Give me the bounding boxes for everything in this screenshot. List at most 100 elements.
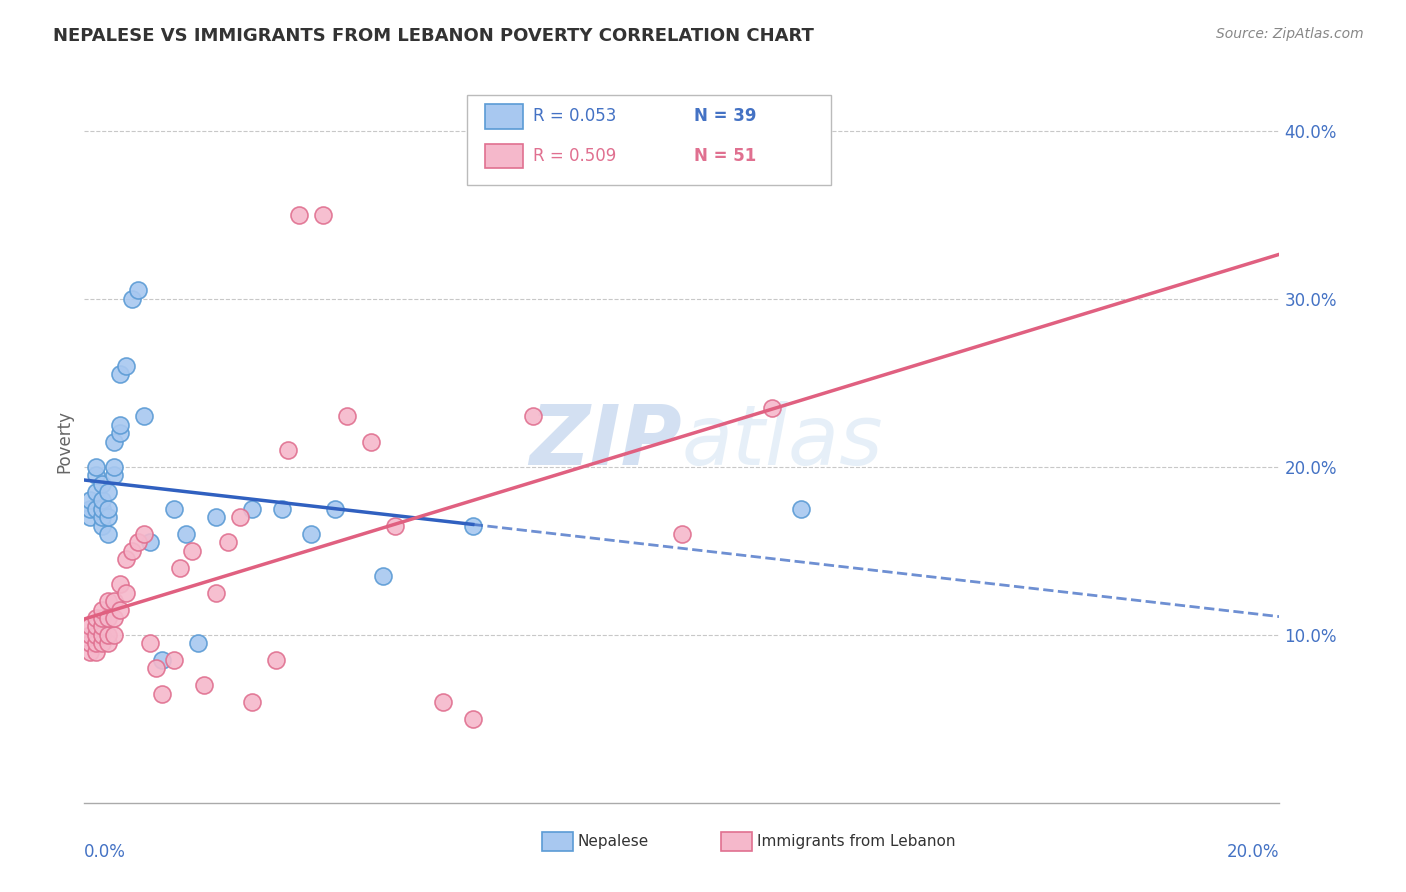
Point [277, 442, 299, 457]
Point [91, 510, 114, 524]
Point [461, 518, 484, 533]
Point [86, 628, 108, 642]
Point [91, 518, 114, 533]
Point [86, 468, 108, 483]
Point [86, 485, 108, 500]
Point [91, 501, 114, 516]
Point [91, 476, 114, 491]
Point [91, 619, 114, 633]
Point [139, 636, 162, 650]
Point [205, 510, 228, 524]
Text: 0.0%: 0.0% [84, 843, 127, 861]
FancyBboxPatch shape [721, 832, 752, 851]
Point [163, 501, 186, 516]
Point [288, 208, 311, 222]
Point [79, 628, 101, 642]
Point [270, 501, 292, 516]
Point [373, 569, 395, 583]
Text: N = 51: N = 51 [695, 147, 756, 165]
Point [103, 459, 125, 474]
Point [121, 543, 143, 558]
Point [103, 594, 125, 608]
Point [360, 434, 382, 449]
Point [121, 292, 143, 306]
Point [97, 485, 120, 500]
Point [79, 636, 101, 650]
Point [169, 560, 191, 574]
Point [79, 619, 101, 633]
Point [150, 653, 173, 667]
Point [91, 611, 114, 625]
Text: Nepalese: Nepalese [578, 834, 650, 849]
FancyBboxPatch shape [467, 95, 831, 185]
Point [79, 510, 101, 524]
Point [145, 661, 167, 675]
Point [86, 459, 108, 474]
Point [384, 518, 406, 533]
Point [115, 552, 138, 566]
Point [181, 543, 204, 558]
Text: 20.0%: 20.0% [1227, 843, 1279, 861]
Point [193, 678, 215, 692]
Text: N = 39: N = 39 [695, 107, 756, 126]
Point [103, 434, 125, 449]
Y-axis label: Poverty: Poverty [55, 410, 73, 473]
Point [97, 510, 120, 524]
Point [336, 409, 359, 424]
Point [97, 636, 120, 650]
Point [91, 493, 114, 508]
Point [228, 510, 252, 524]
Text: Source: ZipAtlas.com: Source: ZipAtlas.com [1216, 27, 1364, 41]
Point [86, 619, 108, 633]
Text: R = 0.053: R = 0.053 [533, 107, 616, 126]
Point [97, 594, 120, 608]
Point [240, 501, 263, 516]
Point [110, 426, 132, 441]
Point [132, 409, 156, 424]
Text: R = 0.509: R = 0.509 [533, 147, 616, 165]
Point [103, 468, 125, 483]
Point [217, 535, 239, 549]
Point [79, 501, 101, 516]
Point [110, 602, 132, 616]
Point [103, 628, 125, 642]
Point [461, 712, 484, 726]
Point [790, 501, 813, 516]
Point [325, 501, 347, 516]
Text: NEPALESE VS IMMIGRANTS FROM LEBANON POVERTY CORRELATION CHART: NEPALESE VS IMMIGRANTS FROM LEBANON POVE… [53, 27, 814, 45]
Point [79, 493, 101, 508]
FancyBboxPatch shape [485, 104, 523, 128]
Point [127, 283, 149, 297]
Point [86, 636, 108, 650]
Point [115, 586, 138, 600]
Point [761, 401, 783, 415]
Point [150, 687, 173, 701]
Point [240, 695, 263, 709]
Point [432, 695, 454, 709]
Point [132, 527, 156, 541]
Point [187, 636, 209, 650]
Point [205, 586, 228, 600]
Point [115, 359, 138, 373]
Text: Immigrants from Lebanon: Immigrants from Lebanon [758, 834, 956, 849]
Point [264, 653, 287, 667]
Point [174, 527, 197, 541]
Point [91, 636, 114, 650]
Point [97, 628, 120, 642]
Point [671, 527, 693, 541]
Point [522, 409, 544, 424]
Point [301, 527, 323, 541]
FancyBboxPatch shape [543, 832, 574, 851]
FancyBboxPatch shape [485, 144, 523, 169]
Point [91, 602, 114, 616]
Text: atlas: atlas [682, 401, 883, 482]
Point [110, 577, 132, 591]
Point [97, 501, 120, 516]
Point [91, 628, 114, 642]
Point [110, 417, 132, 432]
Text: ZIP: ZIP [529, 401, 682, 482]
Point [79, 644, 101, 658]
Point [86, 611, 108, 625]
Point [103, 611, 125, 625]
Point [97, 611, 120, 625]
